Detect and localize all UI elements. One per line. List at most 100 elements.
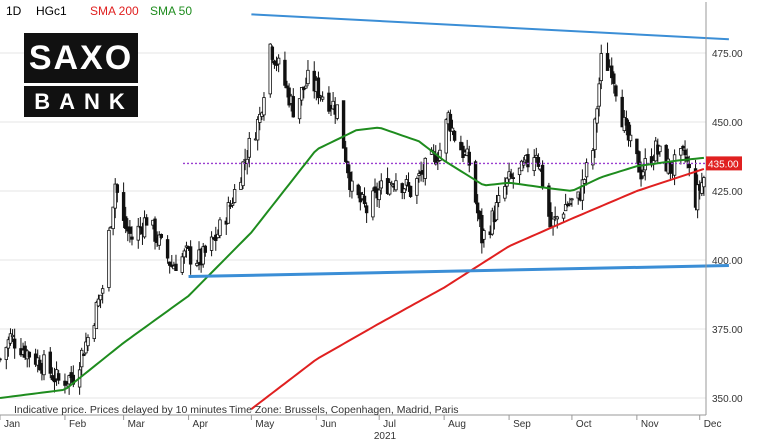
candle-body <box>509 173 513 178</box>
candle-body <box>123 216 128 229</box>
candle-body <box>270 46 275 60</box>
candle-body <box>402 188 407 193</box>
candle-body <box>570 198 574 201</box>
candle-body <box>450 127 455 132</box>
candle-body <box>113 183 117 209</box>
candle-body <box>159 233 164 238</box>
candle-body <box>107 229 111 288</box>
candle-body <box>641 171 645 177</box>
candle-body <box>341 100 346 149</box>
candle-body <box>467 151 471 166</box>
candle-body <box>566 203 570 207</box>
candle-body <box>626 121 631 141</box>
candle-body <box>12 338 17 349</box>
candle-body <box>297 98 302 120</box>
candle-body <box>4 346 8 360</box>
candle-body <box>364 205 369 214</box>
candle-body <box>400 183 404 193</box>
year-label: 2021 <box>374 431 397 442</box>
candle-body <box>174 263 178 271</box>
candle-body <box>637 151 641 173</box>
candle-body <box>683 149 687 156</box>
candle-body <box>111 206 115 230</box>
candle-body <box>255 119 260 141</box>
candle-body <box>343 147 348 162</box>
x-tick-label: Oct <box>576 419 592 430</box>
candle-body <box>27 351 32 358</box>
candle-body <box>84 341 88 354</box>
candle-body <box>226 202 231 224</box>
candle-body <box>0 358 2 361</box>
candle-body <box>138 226 143 229</box>
candle-body <box>595 108 599 124</box>
candle-body <box>597 83 601 107</box>
candle-body <box>130 236 134 240</box>
candle-body <box>203 245 208 253</box>
candle-body <box>561 213 566 219</box>
candle-body <box>285 85 289 89</box>
candle-body <box>180 256 184 273</box>
candle-body <box>153 218 157 242</box>
candle-body <box>96 298 101 307</box>
x-tick-label: Aug <box>448 419 466 430</box>
candle-body <box>377 189 381 201</box>
candle-body <box>408 185 413 197</box>
candle-body <box>681 145 685 149</box>
candle-body <box>610 65 614 79</box>
candle-body <box>563 204 568 212</box>
candle-body <box>415 178 419 196</box>
candle-body <box>100 288 105 294</box>
candle-body <box>98 294 103 301</box>
sma200-line <box>250 167 705 410</box>
candle-body <box>6 339 11 349</box>
candle-body <box>599 53 603 82</box>
x-tick-label: Nov <box>641 419 659 430</box>
candle-body <box>80 349 84 368</box>
candle-body <box>92 325 96 340</box>
candle-body <box>38 359 42 371</box>
candle-body <box>475 202 480 214</box>
candle-body <box>346 161 350 174</box>
candle-body <box>591 150 595 166</box>
candle-body <box>182 250 187 258</box>
candle-body <box>56 373 61 381</box>
candle-body <box>318 95 323 98</box>
candle-body <box>496 195 501 203</box>
candle-body <box>165 239 170 259</box>
candle-body <box>620 96 624 128</box>
candle-body <box>536 157 541 167</box>
candle-body <box>448 113 453 132</box>
candle-body <box>136 225 140 241</box>
saxo-bank-logo: SAXO BANK <box>24 33 138 117</box>
candle-body <box>291 96 295 118</box>
y-tick-label: 350.00 <box>712 394 743 405</box>
candle-body <box>624 118 629 126</box>
candle-body <box>511 177 515 180</box>
candle-body <box>128 226 132 234</box>
candle-body <box>526 154 530 168</box>
candle-body <box>67 375 71 385</box>
candle-body <box>490 210 495 235</box>
x-tick-label: Mar <box>128 419 146 430</box>
candle-body <box>362 195 367 205</box>
candle-body <box>532 157 536 172</box>
candle-body <box>195 262 199 266</box>
candle-body <box>371 190 375 218</box>
y-tick-label: 475.00 <box>712 49 743 60</box>
candle-body <box>614 85 618 97</box>
candle-body <box>582 179 587 184</box>
candle-body <box>82 353 86 357</box>
y-tick-label: 425.00 <box>712 187 743 198</box>
x-tick-label: Jun <box>320 419 336 430</box>
timeframe-label[interactable]: 1D <box>6 4 22 18</box>
x-tick-label: Dec <box>704 419 722 430</box>
candle-body <box>390 183 394 186</box>
indicator-lines-group <box>0 13 729 410</box>
last-price-label: 435.00 <box>708 159 739 170</box>
candle-body <box>86 337 90 347</box>
candle-body <box>672 154 677 176</box>
timezone-text: Time Zone: Brussels, Copenhagen, Madrid,… <box>229 404 459 416</box>
candle-body <box>262 97 266 116</box>
candle-body <box>658 145 662 153</box>
